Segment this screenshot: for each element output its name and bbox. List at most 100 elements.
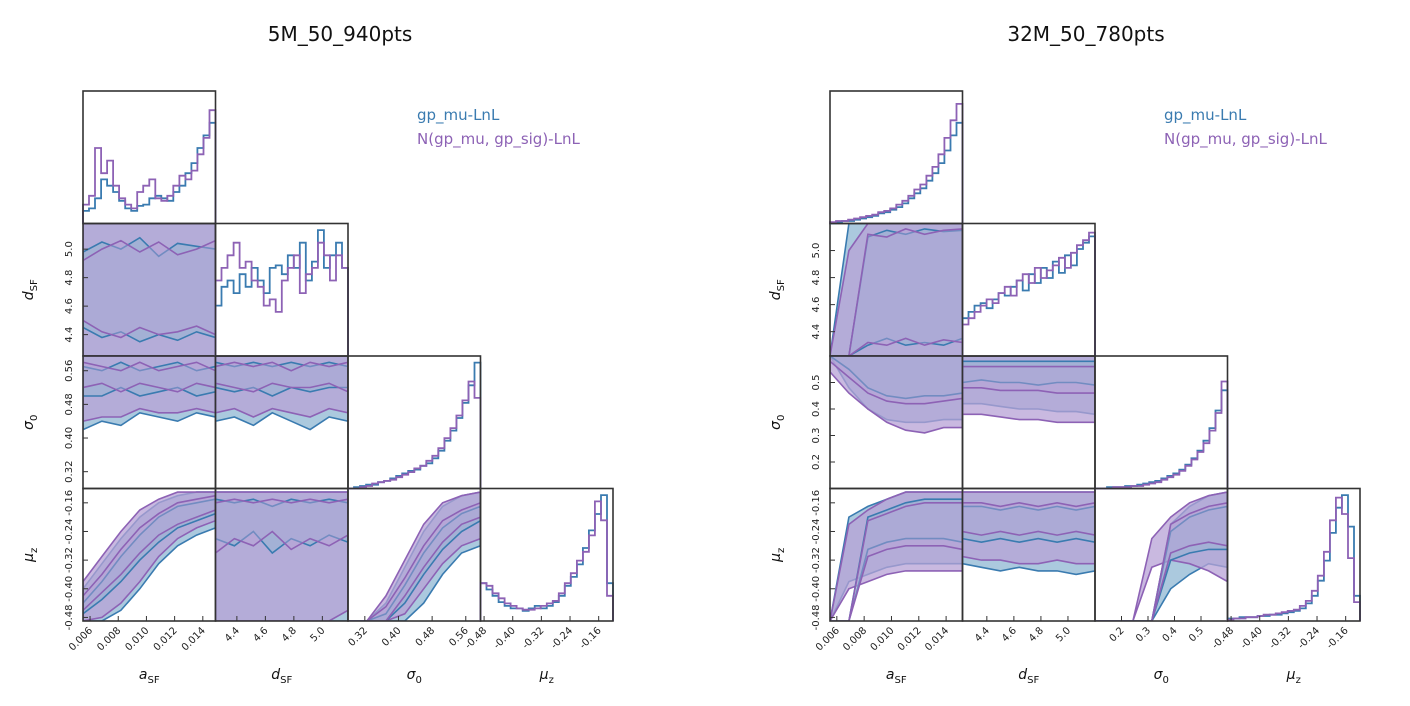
y-axis-2: 0.2 0.3 0.4 0.5 σ0 (768, 375, 835, 470)
contour-band-series-1 (830, 228, 963, 356)
y-axis-2: 0.32 0.40 0.48 0.56 σ0 (21, 360, 88, 483)
x-axis-label: σ0 (407, 667, 422, 686)
contour-band-series-1 (83, 361, 216, 397)
contour-panel-2-0 (82, 355, 217, 490)
contour-band-series-2 (215, 498, 348, 555)
histogram-panel-2 (347, 355, 482, 490)
histogram-series-2 (214, 241, 349, 356)
contour-band-series-2 (83, 361, 216, 393)
y-tick-label: 5.0 (64, 241, 75, 257)
contour-band-series-2 (962, 491, 1095, 565)
y-axis-label: μz (21, 548, 40, 563)
histogram-panel-3 (1226, 487, 1361, 622)
x-axis-2: 0.2 0.3 0.4 0.5 σ0 (1108, 616, 1206, 686)
y-axis-label: σ0 (21, 415, 40, 430)
y-tick-label: -0.32 (811, 547, 822, 573)
contour-band-series-2 (215, 361, 348, 393)
y-tick-label: 0.3 (811, 428, 822, 444)
y-tick-label: 4.8 (811, 270, 822, 286)
x-tick-label: 0.3 (1134, 625, 1153, 644)
y-axis-1: 4.4 4.6 4.8 5.0 dSF (21, 241, 88, 343)
x-tick-label: 0.32 (346, 625, 370, 649)
contour-band-series-2 (1095, 501, 1228, 621)
contour-panel-3-0 (82, 487, 217, 622)
x-tick-label: -0.24 (549, 625, 575, 651)
y-tick-label: 0.5 (811, 375, 822, 391)
x-tick-label: -0.48 (463, 625, 489, 651)
y-tick-label: 4.4 (64, 327, 75, 343)
histogram-panel-1 (961, 222, 1096, 357)
panel-frame (1094, 355, 1229, 490)
y-tick-label: -0.48 (64, 604, 75, 630)
y-tick-label: -0.32 (64, 547, 75, 573)
x-tick-label: 0.5 (1187, 625, 1206, 644)
histogram-series-2 (348, 380, 482, 490)
contour-band-series-2 (1095, 491, 1228, 621)
x-tick-label: 0.008 (841, 625, 869, 653)
x-tick-label: 4.8 (280, 625, 299, 644)
x-tick-label: -0.16 (1325, 625, 1351, 651)
x-tick-label: 5.0 (308, 625, 327, 644)
x-axis-1: 4.4 4.6 4.8 5.0 dSF (973, 616, 1073, 686)
y-axis-label: dSF (21, 279, 40, 300)
y-tick-label: -0.40 (811, 576, 822, 602)
contour-band-series-2 (830, 356, 963, 405)
x-axis-1: 4.4 4.6 4.8 5.0 dSF (223, 616, 327, 686)
x-axis-label: μz (1286, 667, 1301, 686)
histogram-series-1 (1095, 389, 1229, 490)
corner-plot-left: 5M_50_940pts gp_mu-LnL N(gp_mu, gp_sig)-… (21, 22, 614, 686)
contour-band-series-1 (1095, 505, 1228, 621)
contour-panel-3-1 (961, 487, 1096, 622)
histogram-panel-3 (479, 487, 614, 622)
contour-panel-2-0 (829, 355, 964, 490)
y-tick-label: -0.16 (64, 490, 75, 516)
panel-frame (82, 90, 217, 225)
legend-entry-1: gp_mu-LnL (417, 106, 500, 125)
contour-band-series-1 (83, 498, 216, 615)
y-axis-3: -0.48 -0.40 -0.32 -0.24 -0.16 μz (21, 490, 88, 630)
y-tick-label: 4.4 (811, 324, 822, 340)
x-axis-label: aSF (886, 667, 907, 686)
x-tick-label: -0.16 (578, 625, 604, 651)
x-axis-label: μz (539, 667, 554, 686)
y-tick-label: 0.48 (64, 393, 75, 415)
y-tick-label: 4.6 (811, 297, 822, 313)
y-tick-label: 4.6 (64, 298, 75, 314)
histogram-series-1 (348, 361, 482, 490)
y-tick-label: 0.56 (64, 360, 75, 382)
legend-entry-2: N(gp_mu, gp_sig)-LnL (417, 130, 580, 149)
contour-band-series-1 (348, 505, 481, 621)
x-axis-3: -0.48 -0.40 -0.32 -0.24 -0.16 μz (1210, 616, 1351, 686)
x-axis-label: aSF (139, 667, 160, 686)
y-axis-3: -0.48 -0.40 -0.32 -0.24 -0.16 μz (768, 490, 835, 630)
histogram-series-2 (829, 103, 964, 224)
contour-panel-3-2 (347, 487, 482, 622)
contour-panel-2-1 (214, 355, 349, 490)
histogram-series-1 (479, 494, 614, 621)
histogram-series-2 (82, 109, 217, 224)
contour-panel-2-1 (961, 355, 1096, 490)
contour-panel-3-1 (214, 487, 349, 622)
x-axis-label: σ0 (1154, 667, 1169, 686)
histogram-series-1 (82, 121, 217, 224)
x-axis-label: dSF (271, 667, 292, 686)
x-tick-label: 4.6 (251, 625, 270, 644)
contour-band-series-2 (962, 356, 1095, 424)
x-tick-label: 4.4 (973, 625, 992, 644)
contour-band-series-1 (830, 498, 963, 621)
contour-panel-3-2 (1094, 487, 1229, 622)
contour-band-series-2 (83, 239, 216, 339)
x-tick-label: 0.48 (414, 625, 438, 649)
y-tick-label: -0.24 (811, 519, 822, 545)
x-tick-label: 0.40 (380, 625, 404, 649)
contour-band-series-2 (830, 356, 963, 434)
x-tick-label: 0.014 (180, 625, 208, 653)
x-tick-label: 0.014 (923, 625, 951, 653)
chart-title: 5M_50_940pts (268, 22, 413, 46)
contour-band-series-2 (830, 491, 963, 621)
histogram-series-1 (1226, 494, 1361, 621)
contour-band-series-2 (83, 494, 216, 612)
